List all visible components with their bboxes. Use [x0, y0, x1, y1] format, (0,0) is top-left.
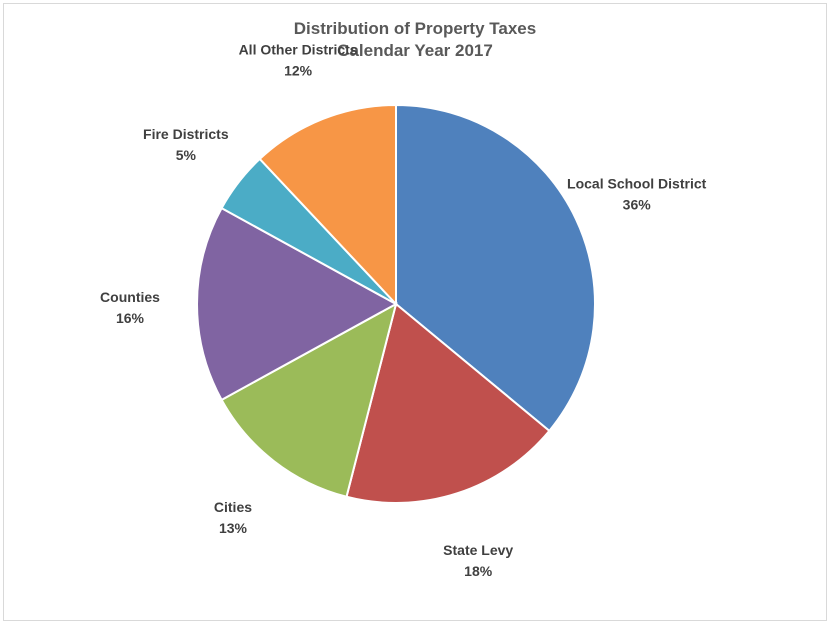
- slice-label-all-other-districts: All Other Districts: [239, 42, 358, 58]
- slice-percent-counties: 16%: [116, 310, 145, 326]
- slice-all-other-districts: [258, 103, 397, 307]
- pie-labels: Local School District 36% State Levy 18% Cit…: [100, 42, 707, 579]
- slice-label-local-school-district: Local School District: [567, 176, 707, 192]
- slice-label-fire-districts: Fire Districts: [143, 126, 229, 142]
- chart-title: Distribution of Property Taxes: [293, 19, 537, 38]
- chart-subtitle: Calendar Year 2017: [337, 41, 493, 60]
- slice-percent-cities: 13%: [219, 520, 248, 536]
- slice-label-state-levy: State Levy: [443, 542, 513, 558]
- slice-cities: [220, 302, 398, 498]
- slice-local-school-district: [395, 103, 596, 433]
- slice-percent-state-levy: 18%: [464, 563, 493, 579]
- slice-percent-all-other-districts: 12%: [284, 63, 313, 79]
- slice-label-counties: Counties: [100, 289, 160, 305]
- slice-percent-fire-districts: 5%: [176, 147, 197, 163]
- slice-percent-local-school-district: 36%: [623, 197, 652, 213]
- slice-state-levy: [345, 302, 551, 504]
- pie-slices: [196, 103, 596, 504]
- slice-counties: [196, 206, 399, 402]
- slice-label-cities: Cities: [214, 499, 252, 515]
